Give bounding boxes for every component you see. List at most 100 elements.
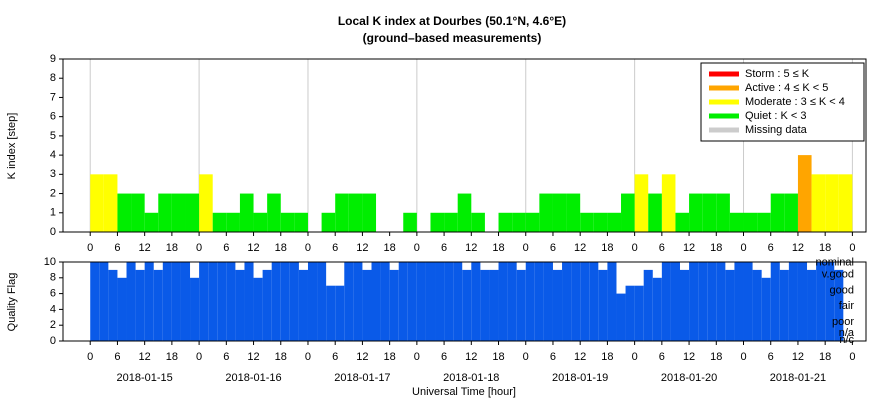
y-tick-label: 9 xyxy=(50,53,56,65)
x-tick-label: 6 xyxy=(332,242,338,254)
bar xyxy=(670,262,680,341)
bar xyxy=(589,262,599,341)
x-tick-label: 0 xyxy=(305,351,311,363)
x-tick-label: 6 xyxy=(441,351,447,363)
bar xyxy=(825,262,835,341)
x-tick-label: 12 xyxy=(683,242,695,254)
x-tick-label: 6 xyxy=(223,242,229,254)
x-tick-label: 6 xyxy=(659,242,665,254)
bar xyxy=(253,212,268,232)
bar xyxy=(702,193,717,232)
date-label: 2018-01-20 xyxy=(661,372,717,384)
bar xyxy=(779,269,789,341)
bar xyxy=(498,212,513,232)
x-tick-label: 18 xyxy=(166,351,178,363)
bar xyxy=(816,262,826,341)
x-tick-label: 0 xyxy=(414,351,420,363)
bar xyxy=(598,269,608,341)
bar xyxy=(280,212,295,232)
bar xyxy=(126,262,136,341)
bar xyxy=(280,262,290,341)
bar xyxy=(625,285,635,341)
x-tick-label: 0 xyxy=(632,351,638,363)
bar xyxy=(752,269,762,341)
bar xyxy=(634,285,644,341)
bar xyxy=(825,174,839,232)
bar xyxy=(661,174,676,232)
legend-label: Quiet : K < 3 xyxy=(745,110,806,122)
bar xyxy=(162,262,172,341)
bar xyxy=(471,262,481,341)
bar xyxy=(117,277,127,341)
bar xyxy=(212,212,227,232)
bar xyxy=(607,212,622,232)
bar xyxy=(90,174,104,232)
bar xyxy=(398,262,408,341)
x-tick-label: 18 xyxy=(384,242,396,254)
x-tick-label: 0 xyxy=(196,351,202,363)
bar xyxy=(648,193,662,232)
bar xyxy=(566,193,581,232)
bar xyxy=(616,293,626,341)
y-axis-label: Quality Flag xyxy=(6,273,18,332)
x-tick-label: 12 xyxy=(356,351,368,363)
bar xyxy=(321,212,336,232)
x-tick-label: 6 xyxy=(550,242,556,254)
bar xyxy=(326,285,336,341)
bar xyxy=(99,262,109,341)
quality-level-label: good xyxy=(830,284,854,296)
bar xyxy=(457,193,472,232)
bar xyxy=(362,269,372,341)
bar xyxy=(734,262,744,341)
bar xyxy=(675,212,690,232)
bar xyxy=(462,269,472,341)
x-tick-label: 12 xyxy=(356,242,368,254)
bar xyxy=(389,269,399,341)
bar xyxy=(797,262,808,341)
bar xyxy=(153,269,163,341)
x-tick-label: 12 xyxy=(465,351,477,363)
plot-frame xyxy=(62,261,867,342)
bar xyxy=(525,212,540,232)
legend-label: Storm : 5 ≤ K xyxy=(745,68,810,80)
bar xyxy=(593,212,608,232)
quality-level-label: v.good xyxy=(822,269,854,281)
bar xyxy=(407,262,417,341)
y-tick-label: 3 xyxy=(50,168,56,180)
x-tick-label: 0 xyxy=(305,242,311,254)
x-tick-label: 12 xyxy=(574,242,586,254)
bar xyxy=(90,262,100,341)
bar xyxy=(489,269,499,341)
x-tick-label: 0 xyxy=(414,242,420,254)
bar xyxy=(444,262,454,341)
x-tick-label: 18 xyxy=(819,242,831,254)
bar xyxy=(239,193,254,232)
x-tick-label: 18 xyxy=(601,242,613,254)
bar xyxy=(335,193,349,232)
x-tick-label: 12 xyxy=(247,242,259,254)
bar xyxy=(562,262,572,341)
bar xyxy=(416,262,426,341)
bar xyxy=(607,262,617,341)
bar xyxy=(117,193,132,232)
x-tick-label: 0 xyxy=(632,242,638,254)
bar xyxy=(788,262,798,341)
bar xyxy=(253,277,263,341)
y-tick-label: 4 xyxy=(50,303,56,315)
bar xyxy=(435,262,445,341)
chart-subtitle: (ground–based measurements) xyxy=(363,31,542,45)
bar xyxy=(525,262,535,341)
bar xyxy=(317,262,327,341)
bar xyxy=(158,193,172,232)
bar xyxy=(144,262,154,341)
bar xyxy=(743,262,753,341)
bar xyxy=(498,262,508,341)
x-tick-label: 18 xyxy=(492,351,504,363)
bar xyxy=(512,212,526,232)
y-tick-label: 2 xyxy=(50,319,56,331)
legend-label: Moderate : 3 ≤ K < 4 xyxy=(745,96,845,108)
bar xyxy=(770,262,780,341)
x-tick-label: 12 xyxy=(465,242,477,254)
bar xyxy=(580,262,590,341)
bar xyxy=(571,262,581,341)
